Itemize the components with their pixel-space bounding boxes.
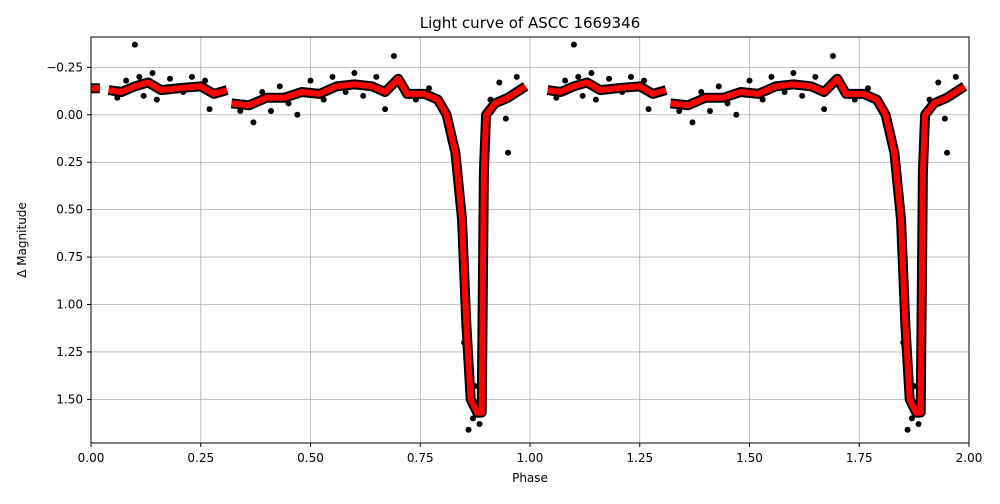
- data-point: [689, 119, 696, 126]
- plot-frame: [90, 36, 970, 444]
- x-tick-label: 1.75: [846, 451, 873, 465]
- data-point: [715, 83, 722, 90]
- data-point: [276, 83, 283, 90]
- data-point: [575, 73, 582, 80]
- data-point: [188, 73, 195, 80]
- data-point: [606, 75, 613, 82]
- data-point: [502, 115, 509, 122]
- data-point: [360, 92, 367, 99]
- data-point: [307, 77, 314, 84]
- data-point: [250, 119, 257, 126]
- y-tick-label: 1.00: [56, 298, 83, 312]
- y-tick-label: −0.25: [46, 60, 83, 74]
- data-point: [915, 421, 922, 428]
- data-point: [167, 75, 174, 82]
- x-tick-label: 2.00: [956, 451, 983, 465]
- data-point: [746, 77, 753, 84]
- data-point: [320, 96, 327, 103]
- data-point: [908, 415, 915, 422]
- data-point: [821, 106, 828, 113]
- chart-title: Light curve of ASCC 1669346: [420, 14, 641, 32]
- data-point: [904, 426, 911, 433]
- data-point: [373, 73, 380, 80]
- data-point: [123, 77, 130, 84]
- data-point: [829, 52, 836, 59]
- fit-line: [91, 75, 967, 416]
- x-tick-label: 0.75: [407, 451, 434, 465]
- data-point: [627, 73, 634, 80]
- data-point: [329, 73, 336, 80]
- data-point: [941, 115, 948, 122]
- data-point: [382, 106, 389, 113]
- data-point: [202, 77, 209, 84]
- data-point: [513, 73, 520, 80]
- x-tick-label: 1.00: [517, 451, 544, 465]
- data-point: [149, 70, 156, 77]
- y-axis-label: Δ Magnitude: [15, 202, 29, 278]
- data-point: [390, 52, 397, 59]
- x-tick-label: 0.50: [297, 451, 324, 465]
- y-tick-label: 0.75: [56, 250, 83, 264]
- y-tick-label: 0.50: [56, 203, 83, 217]
- fit-line-outline: [91, 73, 968, 418]
- data-point: [562, 77, 569, 84]
- data-point: [505, 149, 512, 156]
- data-point: [790, 70, 797, 77]
- y-tick-label: 1.25: [56, 345, 83, 359]
- data-point: [465, 426, 472, 433]
- data-point: [206, 106, 213, 113]
- data-point: [496, 79, 503, 86]
- data-point: [768, 73, 775, 80]
- x-axis-label: Phase: [512, 471, 548, 485]
- data-point: [140, 92, 147, 99]
- data-point: [294, 111, 301, 118]
- data-point: [812, 73, 819, 80]
- data-point: [944, 149, 951, 156]
- data-point: [476, 421, 483, 428]
- data-point: [588, 70, 595, 77]
- y-tick-label: 0.25: [56, 155, 83, 169]
- x-tick-label: 1.50: [736, 451, 763, 465]
- data-point: [641, 77, 648, 84]
- y-tick-label: 0.00: [56, 108, 83, 122]
- data-point: [706, 107, 713, 114]
- data-point: [153, 96, 160, 103]
- data-point: [935, 79, 942, 86]
- x-tick-label: 0.00: [78, 451, 105, 465]
- data-point: [759, 96, 766, 103]
- data-point: [952, 73, 959, 80]
- x-tick-label: 0.25: [187, 451, 214, 465]
- data-point: [645, 106, 652, 113]
- data-point: [351, 70, 358, 77]
- data-point: [469, 415, 476, 422]
- data-point: [579, 92, 586, 99]
- data-point: [733, 111, 740, 118]
- data-point: [799, 92, 806, 99]
- data-point: [136, 73, 143, 80]
- data-point: [131, 41, 138, 48]
- x-tick-label: 1.25: [626, 451, 653, 465]
- data-point: [592, 96, 599, 103]
- data-point: [267, 107, 274, 114]
- data-point: [570, 41, 577, 48]
- y-tick-label: 1.50: [56, 392, 83, 406]
